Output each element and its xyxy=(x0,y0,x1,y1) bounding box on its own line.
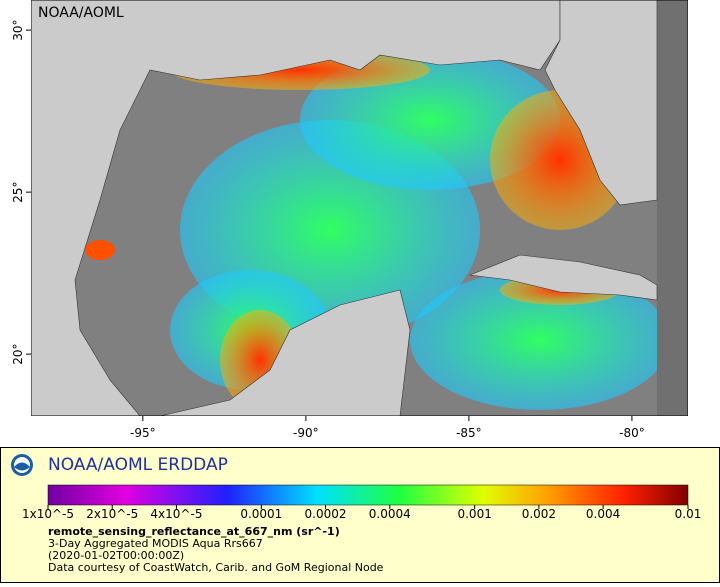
colorbar-tick-label: 4x10^-5 xyxy=(150,507,202,521)
lon-tick-label: -85° xyxy=(456,426,482,440)
lat-tick-label: 25° xyxy=(11,181,25,202)
time-label: (2020-01-02T00:00:00Z) xyxy=(48,549,184,562)
colorbar-tick-label: 0.002 xyxy=(522,507,556,521)
map-image xyxy=(31,0,688,416)
lat-tick-label: 30° xyxy=(11,19,25,40)
colorbar-tick-label: 0.0004 xyxy=(369,507,411,521)
colorbar-tick-label: 1x10^-5 xyxy=(22,507,74,521)
credit: Data courtesy of CoastWatch, Carib. and … xyxy=(48,561,384,574)
colorbar-tick-label: 0.004 xyxy=(586,507,620,521)
legend-title: NOAA/AOML ERDDAP xyxy=(48,455,228,475)
legend-panel xyxy=(0,447,720,583)
corner-label: NOAA/AOML xyxy=(38,5,124,21)
colorbar xyxy=(47,484,689,506)
colorbar-tick-label: 0.0002 xyxy=(305,507,347,521)
lat-tick-label: 20° xyxy=(11,343,25,364)
lon-tick-label: -90° xyxy=(293,426,319,440)
lon-tick-label: -95° xyxy=(130,426,156,440)
colorbar-tick-label: 0.01 xyxy=(675,507,702,521)
lon-tick-label: -80° xyxy=(619,426,645,440)
dataset-name: 3-Day Aggregated MODIS Aqua Rrs667 xyxy=(48,537,263,550)
colorbar-tick-label: 0.0001 xyxy=(240,507,282,521)
noaa-logo xyxy=(11,454,33,476)
variable-name: remote_sensing_reflectance_at_667_nm (sr… xyxy=(48,525,340,538)
colorbar-tick-label: 0.001 xyxy=(457,507,491,521)
colorbar-tick-label: 2x10^-5 xyxy=(86,507,138,521)
